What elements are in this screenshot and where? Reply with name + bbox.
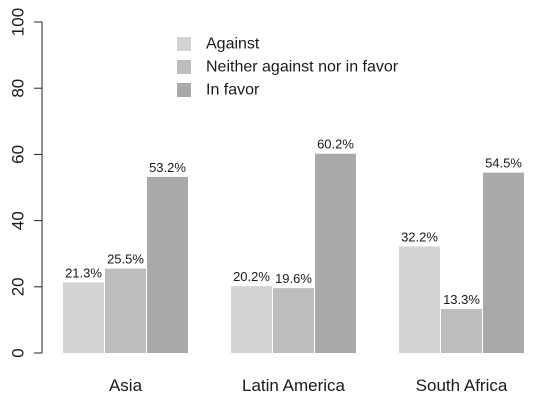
bars xyxy=(63,153,524,353)
bar xyxy=(147,176,188,353)
data-label: 53.2% xyxy=(149,160,186,175)
bar xyxy=(483,172,524,353)
bar xyxy=(441,308,482,353)
data-label: 20.2% xyxy=(233,269,270,284)
legend-label: In favor xyxy=(206,82,260,99)
data-label: 25.5% xyxy=(107,252,144,267)
bar xyxy=(231,286,272,353)
x-category-label: Latin America xyxy=(242,376,346,395)
y-axis: 0 20 40 60 80 100 xyxy=(9,8,43,358)
y-tick-label: 100 xyxy=(9,8,28,36)
data-label: 60.2% xyxy=(317,137,354,152)
x-category-label: Asia xyxy=(109,376,143,395)
y-tick-label: 80 xyxy=(9,79,28,98)
legend-label: Against xyxy=(206,36,260,53)
y-tick-label: 40 xyxy=(9,211,28,230)
y-tick-label: 0 xyxy=(9,348,28,357)
data-label: 13.3% xyxy=(443,292,480,307)
data-label: 32.2% xyxy=(401,229,438,244)
data-labels: 21.3% 25.5% 53.2% 20.2% 19.6% 60.2% 32.2% 13.3%… xyxy=(65,137,522,307)
legend: Against Neither against nor in favor In fa… xyxy=(177,36,399,99)
data-label: 54.5% xyxy=(485,156,522,171)
legend-swatch xyxy=(177,60,191,74)
legend-swatch xyxy=(177,37,191,51)
legend-label: Neither against nor in favor xyxy=(206,59,399,76)
bar xyxy=(399,246,440,353)
x-category-label: South Africa xyxy=(416,376,508,395)
bar xyxy=(105,268,146,353)
bar xyxy=(63,282,104,353)
y-tick-label: 60 xyxy=(9,145,28,164)
data-label: 21.3% xyxy=(65,265,102,280)
bar xyxy=(273,288,314,353)
y-tick-label: 20 xyxy=(9,277,28,296)
x-axis-labels: Asia Latin America South Africa xyxy=(109,376,508,395)
bar xyxy=(315,153,356,353)
data-label: 19.6% xyxy=(275,271,312,286)
legend-swatch xyxy=(177,83,191,97)
